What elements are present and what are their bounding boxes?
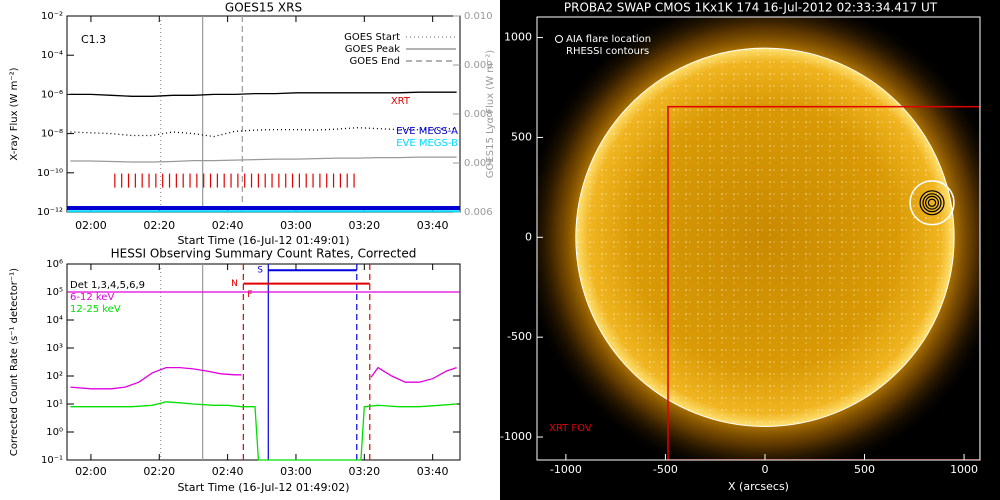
x-tick-label: 0 (761, 463, 768, 476)
legend-label: EVE MEGS-B (396, 138, 458, 149)
rhessi-contour (927, 198, 937, 207)
plot-frame (66, 15, 461, 213)
legend-label: RHESSI contours (566, 46, 649, 57)
annotation: C1.3 (81, 33, 106, 46)
flag-label: N (231, 279, 238, 289)
y-tick-label: 10¹ (46, 399, 63, 410)
x-axis-label: Start Time (16-Jul-12 01:49:01) (177, 234, 349, 247)
y-tick-label: 0 (525, 230, 532, 243)
y-tick-label: 10² (46, 371, 63, 382)
y-tick-label: 10⁻¹² (37, 207, 63, 218)
x-tick-label: 03:40 (417, 219, 449, 232)
image-plot (537, 17, 980, 460)
y-tick-label: -1000 (500, 430, 532, 443)
series-line (70, 401, 457, 461)
y-tick-label: 10⁶ (46, 259, 63, 270)
rhessi-contour (922, 193, 942, 213)
x-tick-label: 02:40 (212, 219, 244, 232)
y-tick-label: 10⁵ (46, 287, 63, 298)
x-tick-label: 03:00 (280, 219, 312, 232)
chart-title: PROBA2 SWAP CMOS 1Kx1K 174 16-Jul-2012 0… (564, 1, 938, 15)
y-tick-label: 10⁰ (46, 427, 63, 438)
x-tick-label: 500 (854, 463, 875, 476)
series-line (70, 156, 457, 163)
series-line (70, 366, 457, 390)
y2-tick-label: 0.008 (464, 109, 493, 120)
x-tick-label: 02:20 (143, 219, 175, 232)
rhessi-contour (919, 190, 945, 216)
y-tick-label: 10⁻¹⁰ (37, 168, 63, 179)
x-tick-label: 02:00 (75, 465, 107, 478)
legend-label: 12-25 keV (70, 304, 121, 315)
y-tick-label: 10⁴ (46, 315, 63, 326)
x-axis-label: X (arcsecs) (728, 480, 789, 493)
flag-label: F (247, 290, 252, 300)
x-tick-label: 03:20 (348, 465, 380, 478)
legend-label: AIA flare location (566, 34, 651, 45)
y-tick-label: 1000 (504, 31, 532, 44)
x-tick-label: 03:20 (348, 219, 380, 232)
series-line (70, 127, 457, 138)
x-tick-label: 03:00 (280, 465, 312, 478)
y-tick-label: 10⁻¹ (41, 455, 63, 466)
y2-tick-label: 0.007 (464, 158, 493, 169)
y2-tick-label: 0.006 (464, 207, 493, 218)
xrt-fov (667, 105, 980, 460)
y-axis-label: X-ray Flux (W m⁻²) (9, 67, 20, 160)
legend-label: XRT (391, 96, 411, 107)
legend-label: GOES Start (344, 32, 400, 43)
x-tick-label: 1000 (950, 463, 978, 476)
y-tick-label: 10⁻⁸ (41, 129, 63, 140)
y-tick-label: 10⁻² (41, 11, 63, 22)
image-frame (536, 16, 981, 461)
legend-glyph (555, 35, 563, 43)
chart-title: HESSI Observing Summary Count Rates, Cor… (111, 247, 417, 261)
legend-label: GOES End (350, 56, 400, 67)
y-axis-label: Corrected Count Rate (s⁻¹ detector⁻¹) (9, 268, 20, 456)
y-tick-label: 10³ (46, 343, 63, 354)
chart-title: GOES15 XRS (225, 1, 302, 15)
aia-flare-circle (909, 180, 955, 226)
y-tick-label: 500 (511, 130, 532, 143)
legend-label: 6-12 keV (70, 292, 114, 303)
limb (575, 47, 955, 427)
x-axis-label: Start Time (16-Jul-12 01:49:02) (177, 481, 349, 494)
x-tick-label: 02:40 (212, 465, 244, 478)
fov-label: XRT FOV (549, 423, 592, 434)
y-tick-label: 10⁻⁶ (41, 89, 63, 100)
x-tick-label: 02:00 (75, 219, 107, 232)
disk-grid (575, 48, 955, 427)
x-tick-label: -1000 (550, 463, 582, 476)
x-tick-label: 03:40 (417, 465, 449, 478)
legend-label: GOES Peak (345, 44, 400, 55)
rhessi-contour (925, 195, 939, 210)
x-tick-label: -500 (653, 463, 678, 476)
y-tick-label: -500 (507, 330, 532, 343)
x-tick-label: 02:20 (143, 465, 175, 478)
legend-title: Det 1,3,4,5,6,9 (70, 280, 145, 291)
legend-label: EVE MEGS-A (396, 126, 458, 137)
y-tick-label: 10⁻⁴ (41, 50, 63, 61)
series-line (70, 91, 457, 97)
flag-label: S (257, 266, 263, 276)
y2-tick-label: 0.009 (464, 60, 493, 71)
y2-axis-label: GOES15 Lyα Flux (W m⁻²) (485, 50, 496, 178)
plot-frame (66, 263, 461, 461)
y2-tick-label: 0.010 (464, 11, 493, 22)
